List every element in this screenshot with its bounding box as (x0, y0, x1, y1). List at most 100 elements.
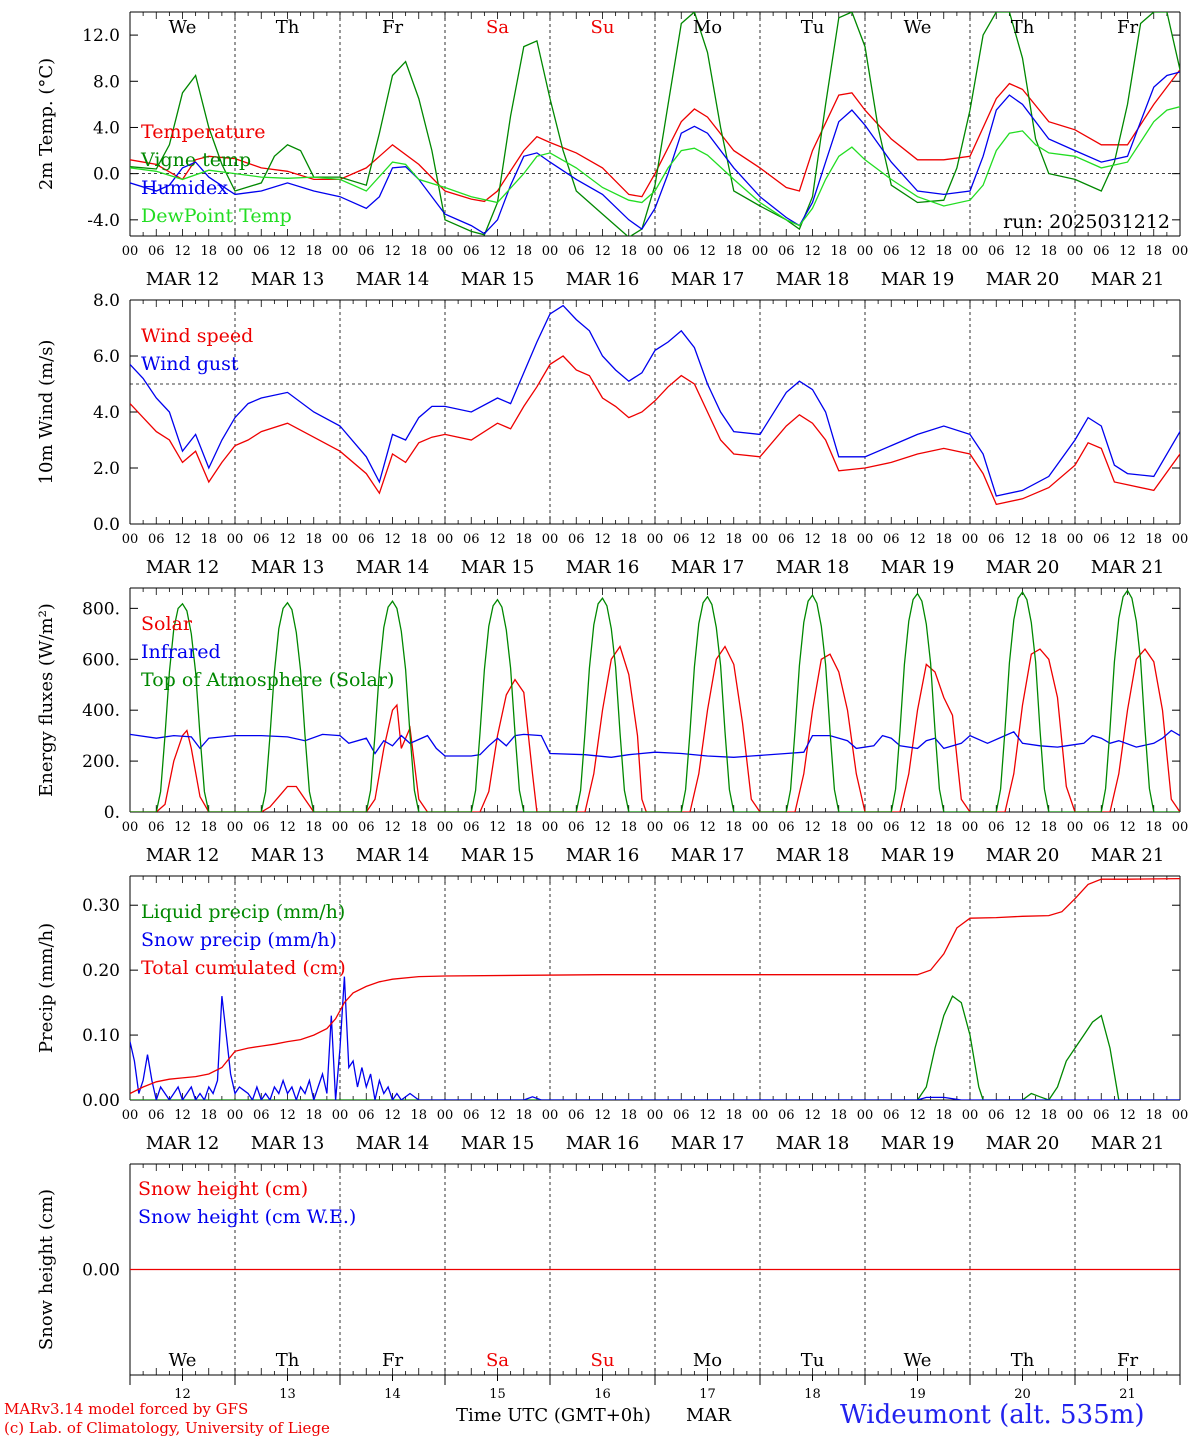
hour-tick-label: 06 (778, 244, 795, 259)
weekday-label: Mo (693, 1350, 722, 1371)
y-tick-label: 6.0 (93, 347, 120, 367)
hour-tick-label: 12 (1119, 820, 1136, 835)
hour-tick-label: 12 (909, 820, 926, 835)
date-label: MAR 12 (146, 557, 220, 578)
hour-tick-label: 00 (542, 820, 559, 835)
series-line-temperature (130, 69, 1180, 203)
hour-tick-label: 00 (542, 1108, 559, 1123)
day-number-label: 16 (594, 1387, 611, 1402)
weekday-label: Th (276, 17, 300, 38)
hour-tick-label: 06 (148, 244, 165, 259)
date-label: MAR 20 (986, 845, 1060, 866)
hour-tick-label: 06 (1093, 532, 1110, 547)
hour-tick-label: 12 (594, 244, 611, 259)
hour-tick-label: 18 (725, 244, 742, 259)
hour-tick-label: 18 (305, 244, 322, 259)
hour-tick-label: 00 (332, 820, 349, 835)
hour-tick-label: 12 (174, 532, 191, 547)
weekday-label: We (904, 1350, 932, 1371)
date-label: MAR 15 (461, 269, 535, 290)
hour-tick-label: 06 (778, 820, 795, 835)
hour-tick-label: 00 (752, 532, 769, 547)
y-tick-label: 200. (82, 752, 120, 772)
y-tick-label: 0.20 (82, 961, 120, 981)
hour-tick-label: 12 (384, 532, 401, 547)
weekday-label: Su (591, 17, 615, 38)
y-tick-label: 800. (82, 599, 120, 619)
hour-tick-label: 00 (752, 1108, 769, 1123)
series-line-liquid-precip-mm-h- (130, 995, 1180, 1100)
date-label: MAR 14 (356, 1133, 430, 1154)
date-label: MAR 14 (356, 557, 430, 578)
hour-tick-label: 12 (279, 244, 296, 259)
legend-entry: Snow height (cm) (138, 1178, 308, 1200)
hour-tick-label: 00 (857, 244, 874, 259)
day-number-label: 17 (699, 1387, 716, 1402)
date-label: MAR 17 (671, 557, 745, 578)
date-label: MAR 19 (881, 557, 955, 578)
y-axis-title: 2m Temp. (°C) (36, 58, 57, 190)
date-label: MAR 19 (881, 845, 955, 866)
hour-tick-label: 00 (122, 532, 139, 547)
y-tick-label: 400. (82, 701, 120, 721)
hour-tick-label: 18 (200, 820, 217, 835)
hour-tick-label: 00 (332, 1108, 349, 1123)
date-label: MAR 13 (251, 269, 325, 290)
hour-tick-label: 12 (384, 820, 401, 835)
run-label: run: 2025031212 (1003, 211, 1170, 233)
date-label: MAR 16 (566, 1133, 640, 1154)
legend-entry: Total cumulated (cm) (141, 957, 346, 979)
y-tick-label: 8.0 (93, 291, 120, 311)
hour-tick-label: 06 (358, 1108, 375, 1123)
day-number-label: 14 (384, 1387, 401, 1402)
lab-credit: (c) Lab. of Climatology, University of L… (4, 1419, 330, 1437)
date-label: MAR 18 (776, 845, 850, 866)
weekday-label: Su (591, 1350, 615, 1371)
weekday-label: Sa (486, 17, 509, 38)
y-axis-title: Energy fluxes (W/m²) (36, 603, 57, 797)
date-label: MAR 15 (461, 557, 535, 578)
series-line-dewpoint-temp (130, 106, 1180, 227)
hour-tick-label: 18 (725, 1108, 742, 1123)
day-number-label: 18 (804, 1387, 821, 1402)
date-label: MAR 15 (461, 1133, 535, 1154)
legend-entry: DewPoint Temp (141, 205, 292, 227)
y-tick-label: 4.0 (93, 403, 120, 423)
hour-tick-label: 06 (988, 532, 1005, 547)
hour-tick-label: 00 (1067, 532, 1084, 547)
day-number-label: 12 (174, 1387, 191, 1402)
y-tick-label: 0.00 (82, 1091, 120, 1111)
y-tick-label: 12.0 (82, 26, 120, 46)
hour-tick-label: 18 (200, 1108, 217, 1123)
hour-tick-label: 06 (568, 532, 585, 547)
hour-tick-label: 12 (279, 820, 296, 835)
date-label: MAR 17 (671, 269, 745, 290)
hour-tick-label: 00 (962, 1108, 979, 1123)
hour-tick-label: 00 (752, 820, 769, 835)
panel-4 (129, 875, 1181, 1101)
hour-tick-label: 18 (1040, 1108, 1057, 1123)
y-tick-label: 0.30 (82, 896, 120, 916)
hour-tick-label: 18 (410, 244, 427, 259)
hour-tick-label: 18 (620, 244, 637, 259)
hour-tick-label: 06 (778, 532, 795, 547)
date-label: MAR 12 (146, 269, 220, 290)
hour-tick-label: 12 (909, 244, 926, 259)
hour-tick-label: 00 (542, 532, 559, 547)
date-label: MAR 13 (251, 845, 325, 866)
hour-tick-label: 00 (332, 532, 349, 547)
day-number-label: 13 (279, 1387, 296, 1402)
date-label: MAR 21 (1091, 557, 1165, 578)
hour-tick-label: 00 (1172, 532, 1189, 547)
hour-tick-label: 12 (279, 532, 296, 547)
hour-tick-label: 00 (227, 532, 244, 547)
hour-tick-label: 18 (410, 1108, 427, 1123)
hour-tick-label: 18 (935, 532, 952, 547)
hour-tick-label: 00 (1172, 1108, 1189, 1123)
series-line-vigne-temp (130, 12, 1180, 236)
hour-tick-label: 12 (174, 820, 191, 835)
hour-tick-label: 00 (857, 1108, 874, 1123)
weekday-label: Fr (382, 17, 403, 38)
legend-entry: Wind gust (141, 353, 239, 375)
day-number-label: 21 (1119, 1387, 1136, 1402)
